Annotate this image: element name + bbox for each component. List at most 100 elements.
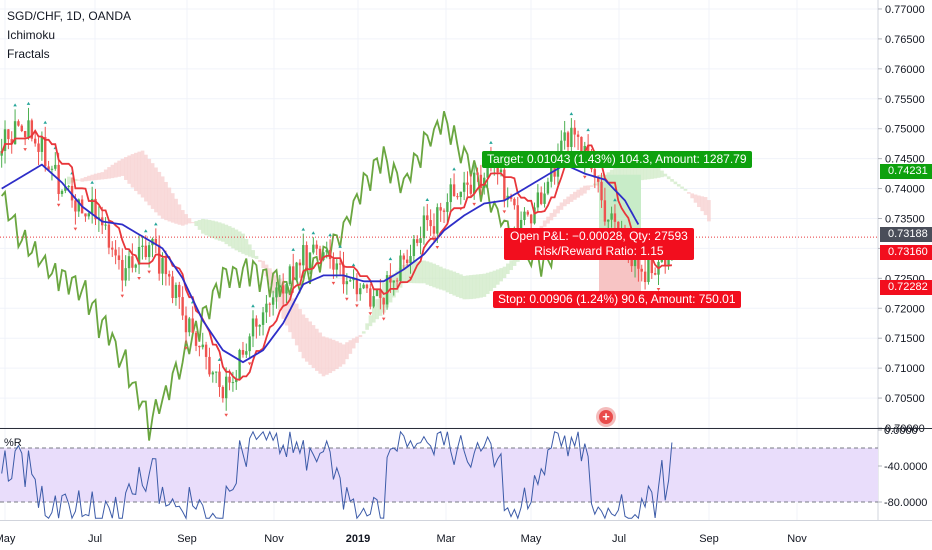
candle-body	[261, 312, 265, 325]
candle-body	[141, 245, 144, 247]
candle-body	[3, 129, 7, 151]
cloud-slice	[207, 219, 212, 237]
cloud-slice	[191, 222, 195, 224]
cloud-slice	[345, 342, 349, 360]
candle-body	[543, 193, 546, 204]
candle-body	[449, 184, 452, 203]
williams-r-legend[interactable]: %R	[4, 437, 22, 449]
fractal-up	[154, 222, 158, 226]
candle	[90, 186, 94, 224]
fractal-down	[472, 202, 476, 206]
cloud-slice	[485, 272, 490, 295]
osc-tick-label: -80.0000	[884, 497, 927, 509]
candle	[134, 263, 137, 273]
cloud-slice	[321, 336, 326, 377]
candle-body	[251, 318, 255, 337]
candle-body	[630, 254, 633, 267]
williams-band	[0, 448, 878, 502]
candle	[315, 240, 318, 256]
candle	[295, 261, 298, 282]
candle-body	[355, 278, 359, 295]
candle-body	[352, 278, 355, 281]
cloud-slice	[97, 172, 101, 180]
candle	[543, 182, 546, 208]
candle-body	[647, 256, 650, 283]
symbol-title[interactable]: SGD/CHF, 1D, OANDA	[7, 9, 132, 23]
candle-body	[315, 244, 318, 249]
cloud-slice	[435, 265, 440, 289]
candle	[523, 207, 526, 226]
plus-icon: +	[599, 410, 613, 424]
cloud-slice	[237, 231, 242, 253]
candle	[201, 332, 204, 350]
cloud-slice	[589, 185, 594, 187]
fractal-down	[137, 276, 141, 280]
candle-body	[271, 297, 275, 305]
candle	[54, 152, 57, 171]
candle	[540, 186, 543, 206]
candle-body	[466, 182, 469, 185]
candle	[87, 212, 91, 220]
cloud-slice	[663, 173, 668, 177]
time-tick-label: 2019	[346, 533, 370, 545]
cloud-slice	[177, 204, 182, 225]
candle-body	[241, 350, 245, 355]
cloud-slice	[418, 260, 423, 284]
candle-body	[576, 134, 580, 137]
cloud-slice	[449, 270, 453, 294]
candle-body	[305, 245, 308, 269]
cloud-slice	[113, 162, 118, 178]
cloud-slice	[546, 216, 550, 224]
cloud-slice	[506, 263, 510, 275]
candle-body	[201, 344, 204, 348]
cloud-slice	[315, 328, 319, 371]
candle	[298, 259, 302, 278]
candle-body	[345, 281, 349, 285]
time-tick-label: Jul	[612, 533, 626, 545]
cloud-slice	[120, 158, 125, 176]
cloud-slice	[368, 315, 373, 327]
candle-body	[385, 275, 389, 305]
fractal-down	[502, 210, 507, 214]
price-tick-label: 0.76000	[885, 64, 925, 76]
candle-body	[372, 296, 375, 307]
cloud-slice	[294, 303, 299, 346]
time-tick-label: Nov	[264, 533, 284, 545]
cloud-slice	[107, 167, 111, 179]
cloud-slice	[311, 325, 316, 368]
cloud-slice	[445, 269, 450, 293]
cloud-slice	[318, 332, 323, 374]
candle-body	[429, 220, 432, 227]
cloud-slice	[271, 271, 276, 294]
time-tick-label: Sep	[177, 533, 197, 545]
candle-body	[231, 382, 235, 384]
candle-body	[369, 288, 372, 307]
indicator-ichimoku[interactable]: Ichimoku	[7, 28, 56, 42]
cloud-slice	[87, 175, 91, 181]
cloud-slice	[489, 271, 493, 292]
indicator-fractals[interactable]: Fractals	[7, 47, 50, 61]
cloud-slice	[636, 157, 641, 181]
candle	[529, 213, 533, 230]
candle-body	[127, 256, 131, 269]
candle-body	[121, 259, 124, 281]
candle	[117, 247, 121, 270]
cloud-slice	[495, 269, 500, 285]
candle	[168, 270, 171, 286]
ichimoku-cloud	[67, 150, 711, 377]
candle	[379, 278, 382, 310]
alert-icon[interactable]: +	[596, 407, 616, 427]
candle	[17, 119, 20, 127]
candle-body	[27, 120, 30, 138]
fractal-down	[120, 294, 125, 298]
fractal-up	[291, 247, 296, 251]
cloud-slice	[573, 191, 577, 200]
candle-body	[94, 198, 97, 220]
cloud-slice	[650, 161, 654, 179]
candle	[161, 252, 164, 286]
candle-body	[84, 213, 87, 217]
cloud-slice	[251, 250, 255, 258]
candle	[44, 126, 47, 172]
cloud-slice	[348, 340, 353, 354]
